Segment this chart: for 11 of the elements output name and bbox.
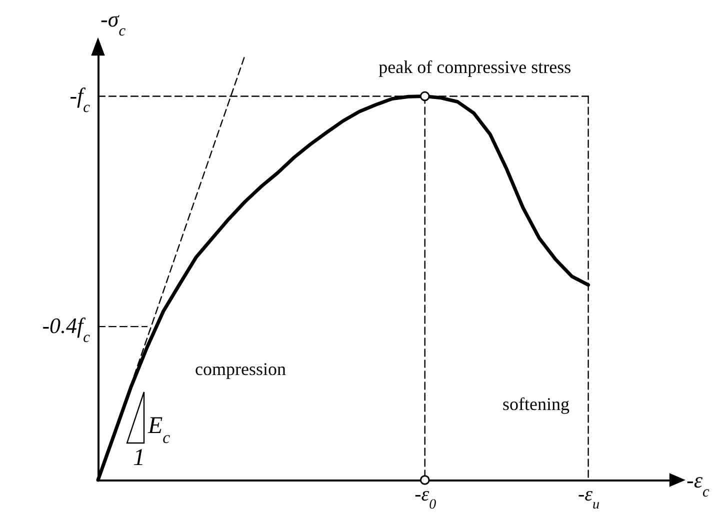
x-tick-label: -ε$_{0}$ [414,484,436,512]
x-tick-label: -ε$_{u}$ [578,484,600,512]
text: -f$_{c}$ [70,83,90,116]
text: -0.4f$_{c}$ [42,313,90,346]
y-axis-title: -σ$_{c}$ [100,6,126,39]
annotation: softening [502,394,570,414]
annotation: E$_{c}$ [147,413,171,446]
annotation: peak of compressive stress [378,57,572,78]
x-axis-title: -ε$_{c}$ [686,468,710,500]
annotation: 1 [133,445,145,471]
annotation: compression [195,359,286,379]
